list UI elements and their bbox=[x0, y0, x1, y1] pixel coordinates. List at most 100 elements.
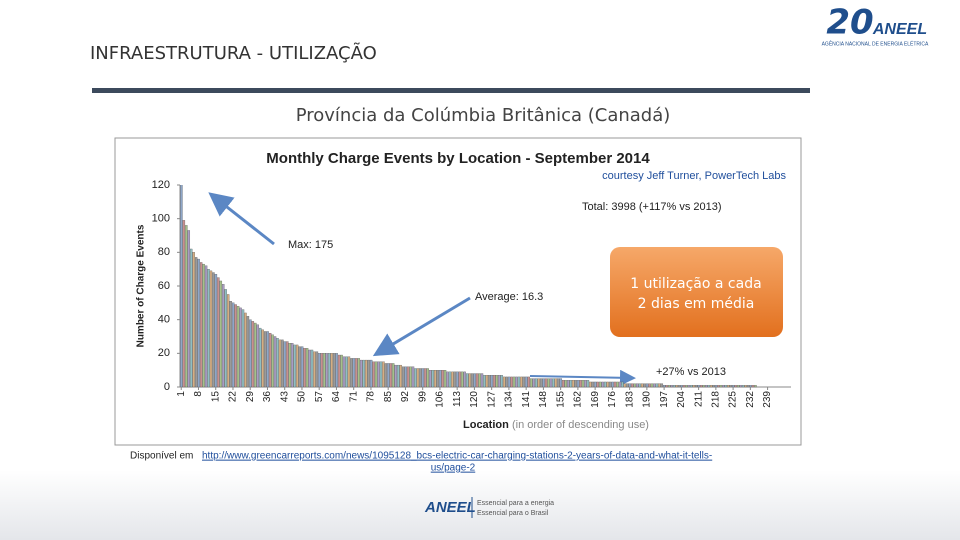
arrow bbox=[372, 296, 471, 357]
bar bbox=[227, 294, 230, 388]
bar bbox=[547, 378, 550, 388]
x-tick-label: 190 bbox=[642, 391, 653, 408]
annotation-growth: +27% vs 2013 bbox=[656, 366, 726, 378]
bar bbox=[192, 252, 195, 388]
bar bbox=[382, 361, 385, 388]
bar bbox=[239, 307, 242, 388]
bar bbox=[645, 383, 649, 388]
bar bbox=[749, 385, 752, 388]
bar bbox=[741, 385, 745, 388]
bar bbox=[507, 376, 511, 388]
bar bbox=[283, 341, 287, 388]
bar bbox=[389, 363, 393, 388]
bar bbox=[300, 346, 304, 388]
bar bbox=[640, 383, 644, 388]
y-tick-label: 100 bbox=[152, 213, 170, 225]
bar bbox=[623, 383, 627, 388]
bar bbox=[259, 327, 262, 388]
bar bbox=[660, 383, 664, 388]
bar bbox=[751, 385, 755, 388]
logo-name: ANEEL bbox=[872, 21, 927, 38]
bar bbox=[584, 380, 587, 388]
bar bbox=[488, 375, 491, 388]
bar bbox=[493, 375, 496, 388]
bar bbox=[532, 378, 535, 388]
bar bbox=[214, 274, 218, 388]
x-tick-label: 176 bbox=[607, 391, 618, 408]
bar bbox=[633, 383, 636, 388]
bar bbox=[387, 363, 390, 388]
bar bbox=[539, 378, 543, 388]
bar bbox=[714, 385, 718, 388]
annotation-max: Max: 175 bbox=[288, 239, 333, 251]
x-tick-label: 197 bbox=[659, 391, 670, 408]
x-tick-label: 99 bbox=[417, 391, 428, 403]
bar bbox=[424, 368, 427, 388]
bar bbox=[273, 336, 277, 388]
bar bbox=[419, 368, 422, 388]
bar bbox=[190, 248, 193, 388]
x-tick-label: 120 bbox=[469, 391, 480, 408]
x-tick-label: 8 bbox=[193, 391, 204, 397]
bar bbox=[739, 385, 742, 388]
bar bbox=[409, 366, 412, 388]
bar bbox=[677, 385, 681, 388]
source-link[interactable]: http://www.greencarreports.com/news/1095… bbox=[202, 451, 712, 462]
bar bbox=[461, 371, 464, 388]
bar bbox=[685, 385, 688, 388]
x-tick-label: 218 bbox=[710, 391, 721, 408]
bar bbox=[549, 378, 553, 388]
bar bbox=[367, 359, 370, 388]
x-tick-label: 169 bbox=[590, 391, 601, 408]
x-tick-label: 232 bbox=[745, 391, 756, 408]
bar bbox=[707, 385, 710, 388]
bar bbox=[305, 348, 309, 388]
x-tick-label: 148 bbox=[538, 391, 549, 408]
bar bbox=[431, 370, 434, 388]
bar bbox=[394, 364, 397, 388]
bar bbox=[374, 361, 378, 388]
bar bbox=[473, 373, 476, 388]
y-tick-label: 120 bbox=[152, 179, 170, 191]
bar bbox=[702, 385, 705, 388]
bar bbox=[453, 371, 457, 388]
bar bbox=[397, 364, 400, 388]
bar bbox=[500, 375, 503, 388]
bar bbox=[224, 289, 227, 388]
bar bbox=[456, 371, 459, 388]
footer-logo: ANEEL bbox=[424, 499, 476, 516]
bar bbox=[737, 385, 740, 388]
source-prefix: Disponível em bbox=[130, 451, 193, 462]
bar bbox=[512, 376, 516, 388]
bar bbox=[335, 353, 338, 388]
bar bbox=[727, 385, 730, 388]
source-link[interactable]: us/page-2 bbox=[431, 463, 476, 474]
bar bbox=[687, 385, 691, 388]
chart-title: Monthly Charge Events by Location - Sept… bbox=[266, 150, 650, 167]
x-tick-label: 57 bbox=[314, 391, 325, 403]
bar bbox=[330, 353, 333, 388]
bar bbox=[722, 385, 725, 388]
bar bbox=[308, 349, 311, 388]
bar bbox=[569, 380, 572, 388]
bar bbox=[251, 321, 255, 388]
bar bbox=[611, 381, 614, 388]
bar bbox=[709, 385, 713, 388]
footer-tag: Essencial para o Brasil bbox=[477, 510, 549, 517]
bar bbox=[670, 385, 673, 388]
bar bbox=[626, 383, 629, 388]
x-axis-note: (in order of descending use) bbox=[512, 419, 649, 431]
logo-mark: 20 bbox=[826, 3, 873, 43]
bar bbox=[399, 364, 402, 388]
bar bbox=[732, 385, 735, 388]
x-tick-label: 225 bbox=[728, 391, 739, 408]
bar bbox=[490, 375, 494, 388]
bar bbox=[438, 370, 442, 388]
bar bbox=[527, 376, 530, 388]
bar bbox=[315, 351, 319, 388]
bar bbox=[222, 284, 225, 388]
bar bbox=[498, 375, 501, 388]
bar bbox=[505, 376, 508, 388]
x-axis-label: Location bbox=[463, 419, 509, 431]
